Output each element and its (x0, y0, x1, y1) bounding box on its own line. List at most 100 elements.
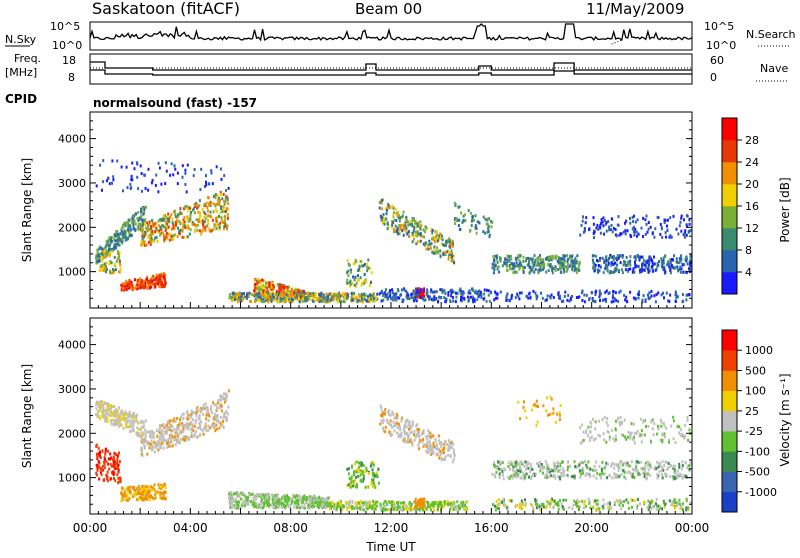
velocity-echo (141, 451, 143, 454)
velocity-echo (356, 460, 358, 463)
power-echo (172, 173, 174, 176)
power-echo (432, 229, 434, 232)
power-echo (599, 290, 601, 293)
power-echo (454, 202, 456, 205)
power-echo (159, 167, 161, 170)
velocity-echo (195, 430, 197, 433)
power-echo (299, 300, 301, 303)
power-echo (532, 261, 534, 264)
velocity-echo (448, 439, 450, 442)
power-echo (551, 258, 553, 261)
velocity-echo (273, 502, 275, 505)
velocity-echo (129, 491, 131, 494)
velocity-echo (367, 485, 369, 488)
power-echo (216, 227, 218, 230)
power-echo (372, 300, 374, 303)
power-echo (508, 299, 510, 302)
power-echo (359, 295, 361, 298)
power-echo (657, 262, 659, 265)
power-echo (662, 292, 664, 295)
velocity-echo (294, 501, 296, 504)
power-echo (430, 247, 432, 250)
power-echo (636, 255, 638, 258)
power-echo (99, 246, 101, 249)
power-echo (373, 292, 375, 295)
power-echo (199, 211, 201, 214)
power-echo (608, 262, 610, 265)
velocity-echo (214, 403, 216, 406)
power-echo (138, 282, 140, 285)
power-echo (680, 254, 682, 257)
power-echo (279, 283, 281, 286)
velocity-echo (175, 438, 177, 441)
power-echo (179, 207, 181, 210)
power-echo (220, 193, 222, 196)
velocity-echo (407, 441, 409, 444)
power-echo (438, 236, 440, 239)
velocity-echo (452, 460, 454, 463)
velocity-echo (235, 498, 237, 501)
velocity-echo (200, 409, 202, 412)
power-echo (423, 289, 425, 292)
velocity-echo (190, 416, 192, 419)
power-echo (112, 175, 114, 178)
power-echo (223, 193, 225, 196)
power-echo (121, 166, 123, 169)
velocity-echo (405, 422, 407, 425)
power-echo (276, 290, 278, 293)
power-echo (539, 259, 541, 262)
power-echo (546, 298, 548, 301)
power-echo (157, 190, 159, 193)
power-echo (420, 240, 422, 243)
noise-search-line (612, 40, 622, 44)
power-echo (227, 207, 229, 210)
power-echo (199, 220, 201, 223)
power-echo (459, 289, 461, 292)
velocity-echo (166, 424, 168, 427)
power-echo (643, 294, 645, 297)
power-echo (600, 221, 602, 224)
power-echo (365, 294, 367, 297)
power-echo (431, 242, 433, 245)
velocity-echo (388, 508, 390, 511)
power-echo (423, 293, 425, 296)
velocity-echo (187, 427, 189, 430)
power-echo (126, 166, 128, 169)
power-echo (185, 205, 187, 208)
velocity-echo (329, 508, 331, 511)
power-echo (682, 293, 684, 296)
velocity-echo (128, 413, 130, 416)
power-echo (421, 235, 423, 238)
power-echo (351, 296, 353, 299)
power-echo (584, 229, 586, 232)
power-echo (536, 264, 538, 267)
power-echo (303, 294, 305, 297)
power-echo (202, 208, 204, 211)
velocity-echo (373, 464, 375, 467)
power-echo (177, 235, 179, 238)
power-echo (358, 268, 360, 271)
power-echo (426, 227, 428, 230)
power-echo (268, 298, 270, 301)
power-echo (648, 221, 650, 224)
power-echo (102, 180, 104, 183)
power-echo (96, 260, 98, 263)
power-echo (109, 236, 111, 239)
power-echo (616, 234, 618, 237)
power-echo (354, 295, 356, 298)
power-echo (143, 236, 145, 239)
velocity-echo (311, 496, 313, 499)
velocity-echo (311, 505, 313, 508)
velocity-echo (234, 506, 236, 509)
velocity-echo (129, 419, 131, 422)
power-echo (452, 296, 454, 299)
power-echo (412, 234, 414, 237)
power-echo (246, 292, 248, 295)
power-echo (445, 297, 447, 300)
power-echo (159, 281, 161, 284)
power-echo (171, 162, 173, 165)
velocity-echo (409, 501, 411, 504)
velocity-echo (95, 404, 97, 407)
power-echo (254, 300, 256, 303)
velocity-echo (445, 455, 447, 458)
